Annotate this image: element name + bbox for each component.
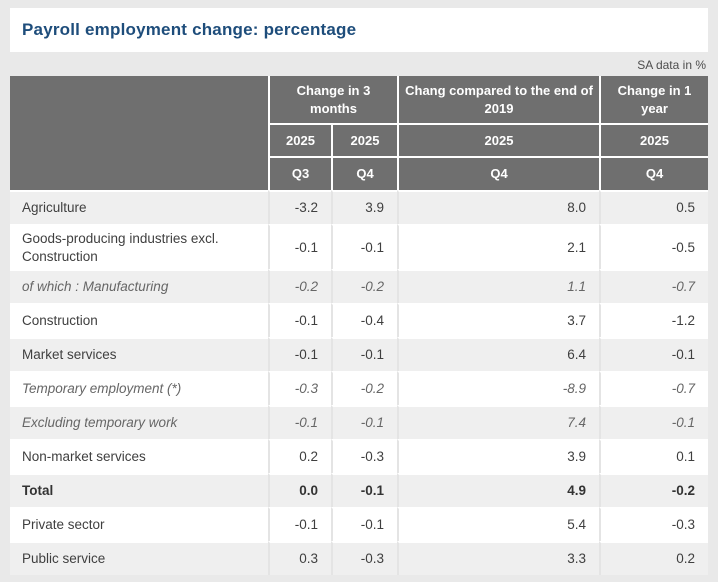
value-cell: -0.3 [268, 371, 331, 406]
value-cell: -8.9 [397, 371, 600, 406]
payroll-table: Change in 3 months Chang compared to the… [10, 76, 709, 576]
row-label: Construction [10, 303, 268, 338]
row-label: Non-market services [10, 439, 268, 474]
year-header: 2025 [331, 123, 398, 156]
table-row-total: Total 0.0 -0.1 4.9 -0.2 [10, 473, 709, 508]
value-cell: 0.2 [268, 439, 331, 474]
value-cell: -0.1 [268, 224, 331, 270]
value-cell: -0.2 [599, 473, 709, 508]
value-cell: -1.2 [599, 303, 709, 338]
col-group-end-2019: Chang compared to the end of 2019 [397, 76, 600, 123]
table-row: Goods-producing industries excl. Constru… [10, 224, 709, 270]
table-row: of which : Manufacturing -0.2 -0.2 1.1 -… [10, 269, 709, 304]
value-cell: -0.2 [268, 269, 331, 304]
value-cell: 8.0 [397, 190, 600, 224]
value-cell: 3.3 [397, 541, 600, 576]
sa-data-note: SA data in % [637, 58, 706, 72]
year-header: 2025 [268, 123, 331, 156]
row-label: Agriculture [10, 190, 268, 224]
value-cell: -0.1 [331, 337, 398, 372]
value-cell: 0.2 [599, 541, 709, 576]
table-row: Temporary employment (*) -0.3 -0.2 -8.9 … [10, 371, 709, 406]
value-cell: -0.3 [599, 507, 709, 542]
value-cell: -0.1 [268, 337, 331, 372]
row-label: Excluding temporary work [10, 405, 268, 440]
value-cell: 0.5 [599, 190, 709, 224]
value-cell: -0.1 [331, 507, 398, 542]
value-cell: 4.9 [397, 473, 600, 508]
value-cell: -0.1 [331, 224, 398, 270]
table-row: Private sector -0.1 -0.1 5.4 -0.3 [10, 507, 709, 542]
value-cell: -0.1 [599, 337, 709, 372]
title-bar: Payroll employment change: percentage [10, 8, 708, 52]
table-row: Non-market services 0.2 -0.3 3.9 0.1 [10, 439, 709, 474]
quarter-header: Q3 [268, 156, 331, 190]
value-cell: -0.1 [599, 405, 709, 440]
value-cell: 3.9 [331, 190, 398, 224]
table-row: Construction -0.1 -0.4 3.7 -1.2 [10, 303, 709, 338]
corner-header [10, 76, 268, 190]
table-row: Excluding temporary work -0.1 -0.1 7.4 -… [10, 405, 709, 440]
table-row: Market services -0.1 -0.1 6.4 -0.1 [10, 337, 709, 372]
table-body: Agriculture -3.2 3.9 8.0 0.5 Goods-produ… [10, 190, 709, 576]
row-label: of which : Manufacturing [10, 269, 268, 304]
value-cell: -0.5 [599, 224, 709, 270]
value-cell: 6.4 [397, 337, 600, 372]
value-cell: -0.3 [331, 439, 398, 474]
value-cell: -0.1 [268, 405, 331, 440]
row-label: Private sector [10, 507, 268, 542]
row-label: Market services [10, 337, 268, 372]
table-row: Agriculture -3.2 3.9 8.0 0.5 [10, 190, 709, 224]
year-header: 2025 [397, 123, 600, 156]
table-row: Public service 0.3 -0.3 3.3 0.2 [10, 541, 709, 576]
value-cell: -0.3 [331, 541, 398, 576]
value-cell: 2.1 [397, 224, 600, 270]
value-cell: 5.4 [397, 507, 600, 542]
value-cell: -0.1 [268, 507, 331, 542]
value-cell: -0.7 [599, 269, 709, 304]
value-cell: 0.3 [268, 541, 331, 576]
value-cell: -0.4 [331, 303, 398, 338]
col-group-1-year: Change in 1 year [599, 76, 709, 123]
value-cell: 1.1 [397, 269, 600, 304]
quarter-header: Q4 [397, 156, 600, 190]
value-cell: 7.4 [397, 405, 600, 440]
header-row-groups: Change in 3 months Chang compared to the… [10, 76, 709, 190]
value-cell: -3.2 [268, 190, 331, 224]
row-label: Total [10, 473, 268, 508]
value-cell: -0.2 [331, 269, 398, 304]
col-group-3-months: Change in 3 months [268, 76, 398, 123]
header-row-quarters: Q3 Q4 Q4 Q4 [10, 156, 709, 190]
row-label: Goods-producing industries excl. Constru… [10, 224, 268, 270]
quarter-header: Q4 [599, 156, 709, 190]
value-cell: -0.1 [268, 303, 331, 338]
year-header: 2025 [599, 123, 709, 156]
page-title: Payroll employment change: percentage [22, 20, 357, 39]
header-row-years: 2025 2025 2025 2025 [10, 123, 709, 156]
value-cell: -0.1 [331, 405, 398, 440]
value-cell: 0.1 [599, 439, 709, 474]
value-cell: -0.2 [331, 371, 398, 406]
value-cell: 3.9 [397, 439, 600, 474]
table-header: Change in 3 months Chang compared to the… [10, 76, 709, 190]
value-cell: 0.0 [268, 473, 331, 508]
value-cell: -0.1 [331, 473, 398, 508]
value-cell: 3.7 [397, 303, 600, 338]
value-cell: -0.7 [599, 371, 709, 406]
row-label: Temporary employment (*) [10, 371, 268, 406]
row-label: Public service [10, 541, 268, 576]
quarter-header: Q4 [331, 156, 398, 190]
